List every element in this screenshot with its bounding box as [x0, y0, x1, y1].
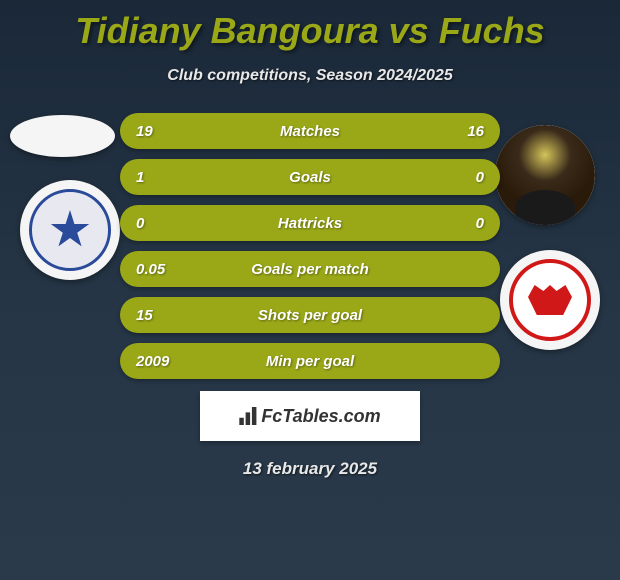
date-label: 13 february 2025 [0, 459, 620, 479]
stat-left-value: 19 [136, 123, 196, 140]
stat-label: Hattricks [196, 215, 424, 232]
branding-box[interactable]: FcTables.com [200, 391, 420, 441]
stat-left-value: 1 [136, 169, 196, 186]
stat-row: 2009 Min per goal [120, 343, 500, 379]
stats-container: 19 Matches 16 1 Goals 0 0 Hattricks 0 0.… [0, 113, 620, 379]
branding-label: FcTables.com [261, 406, 380, 427]
stat-right-value: 0 [424, 215, 484, 232]
stat-row: 15 Shots per goal [120, 297, 500, 333]
stat-label: Goals [196, 169, 424, 186]
stat-label: Matches [196, 123, 424, 140]
chart-icon [239, 407, 257, 425]
stat-left-value: 15 [136, 307, 196, 324]
subtitle: Club competitions, Season 2024/2025 [0, 67, 620, 85]
stat-row: 0 Hattricks 0 [120, 205, 500, 241]
stat-label: Shots per goal [196, 307, 424, 324]
stat-row: 19 Matches 16 [120, 113, 500, 149]
stat-label: Goals per match [196, 261, 424, 278]
stat-right-value: 16 [424, 123, 484, 140]
stat-label: Min per goal [196, 353, 424, 370]
stat-left-value: 0 [136, 215, 196, 232]
stat-left-value: 2009 [136, 353, 196, 370]
stat-row: 1 Goals 0 [120, 159, 500, 195]
page-title: Tidiany Bangoura vs Fuchs [0, 0, 620, 52]
stat-left-value: 0.05 [136, 261, 196, 278]
stat-row: 0.05 Goals per match [120, 251, 500, 287]
stat-right-value: 0 [424, 169, 484, 186]
